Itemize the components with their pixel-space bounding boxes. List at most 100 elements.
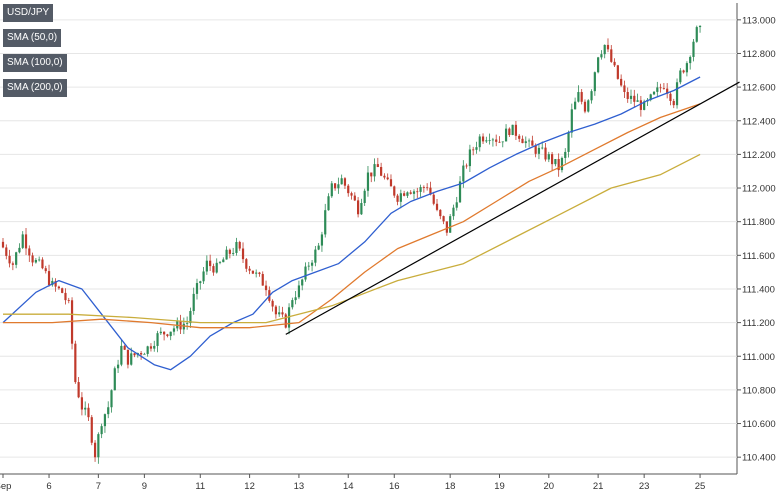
candle <box>238 240 241 251</box>
candle <box>195 278 199 300</box>
trendline <box>285 81 740 335</box>
candle-body <box>583 101 587 112</box>
candle <box>87 403 90 421</box>
legend-symbol[interactable]: USD/JPY <box>3 4 54 22</box>
candle-body <box>47 271 51 286</box>
candle <box>47 264 51 287</box>
candle <box>120 339 123 367</box>
candle-body <box>107 407 110 415</box>
candle-body <box>11 263 14 265</box>
candle <box>412 189 416 200</box>
candle <box>320 231 324 252</box>
candle-body <box>153 345 156 349</box>
candle <box>393 185 396 198</box>
candle-body <box>333 183 337 189</box>
candle <box>583 99 587 114</box>
candle-body <box>695 27 698 42</box>
candle-body <box>90 417 93 443</box>
candle-body <box>163 331 166 335</box>
candle <box>695 25 698 43</box>
candle-body <box>590 91 593 101</box>
candle <box>481 133 485 144</box>
candle <box>74 340 77 384</box>
legend-sma-200[interactable]: SMA (200,0) <box>3 79 67 97</box>
candle-body <box>113 368 116 391</box>
candle <box>67 297 70 304</box>
candle <box>41 257 44 270</box>
candle <box>271 299 274 312</box>
candle-body <box>133 353 136 356</box>
candle <box>521 135 524 144</box>
candle <box>202 267 205 284</box>
candle <box>80 392 84 416</box>
candle <box>360 198 363 215</box>
candle-body <box>501 141 504 143</box>
candle-body <box>652 91 656 95</box>
legend-sma-50[interactable]: SMA (50,0) <box>3 29 62 47</box>
candle <box>103 413 107 433</box>
candle-body <box>393 186 396 196</box>
candle-body <box>70 300 74 344</box>
y-tick-label: 110.800 <box>742 385 776 396</box>
candle-body <box>281 312 284 315</box>
candle-body <box>363 190 366 204</box>
candle <box>603 44 606 59</box>
candle-body <box>537 147 541 154</box>
candle <box>116 359 120 374</box>
x-tick-label: 19 <box>494 481 505 492</box>
candle <box>570 103 573 138</box>
candle-body <box>284 314 287 328</box>
candle <box>18 243 21 254</box>
candle <box>527 138 531 148</box>
candle <box>567 130 570 158</box>
candle-body <box>468 149 471 167</box>
candle <box>222 257 225 263</box>
candle <box>51 277 54 287</box>
candle-body <box>672 100 675 106</box>
candle-body <box>15 252 18 265</box>
candle <box>478 134 481 152</box>
candle <box>380 162 383 177</box>
candle <box>550 152 554 171</box>
candle <box>626 87 629 103</box>
candle <box>149 343 153 352</box>
candle-body <box>689 56 692 64</box>
x-tick-label: 7 <box>96 481 101 492</box>
candles <box>1 25 702 464</box>
candle-body <box>669 93 672 101</box>
legend-sma-100[interactable]: SMA (100,0) <box>3 54 67 72</box>
candle-body <box>330 183 333 197</box>
candle <box>547 151 550 163</box>
candle <box>662 83 665 90</box>
candle <box>38 256 41 262</box>
candle <box>284 312 287 329</box>
candle <box>439 209 442 220</box>
candle-body <box>547 154 550 160</box>
candle-body <box>560 157 564 171</box>
candle <box>110 389 113 413</box>
candle-body <box>675 82 679 106</box>
candle <box>337 177 340 194</box>
candle-body <box>432 194 435 204</box>
candle-body <box>139 353 143 355</box>
candle <box>616 64 619 80</box>
candle <box>376 157 379 168</box>
candle-body <box>192 293 195 312</box>
candle-body <box>103 414 107 427</box>
candle <box>386 173 389 181</box>
candle-body <box>215 262 218 273</box>
candle <box>232 247 235 256</box>
candle <box>449 213 452 233</box>
candle-body <box>498 141 501 143</box>
candle <box>643 99 646 111</box>
candle-body <box>649 94 652 100</box>
candle-body <box>439 209 442 217</box>
candle <box>107 401 110 419</box>
candle-body <box>232 252 235 254</box>
x-tick-label: 13 <box>294 481 305 492</box>
candle <box>317 242 320 251</box>
candle <box>363 188 366 206</box>
candle-body <box>636 100 639 102</box>
candle-body <box>521 138 524 144</box>
candle-body <box>472 149 475 151</box>
